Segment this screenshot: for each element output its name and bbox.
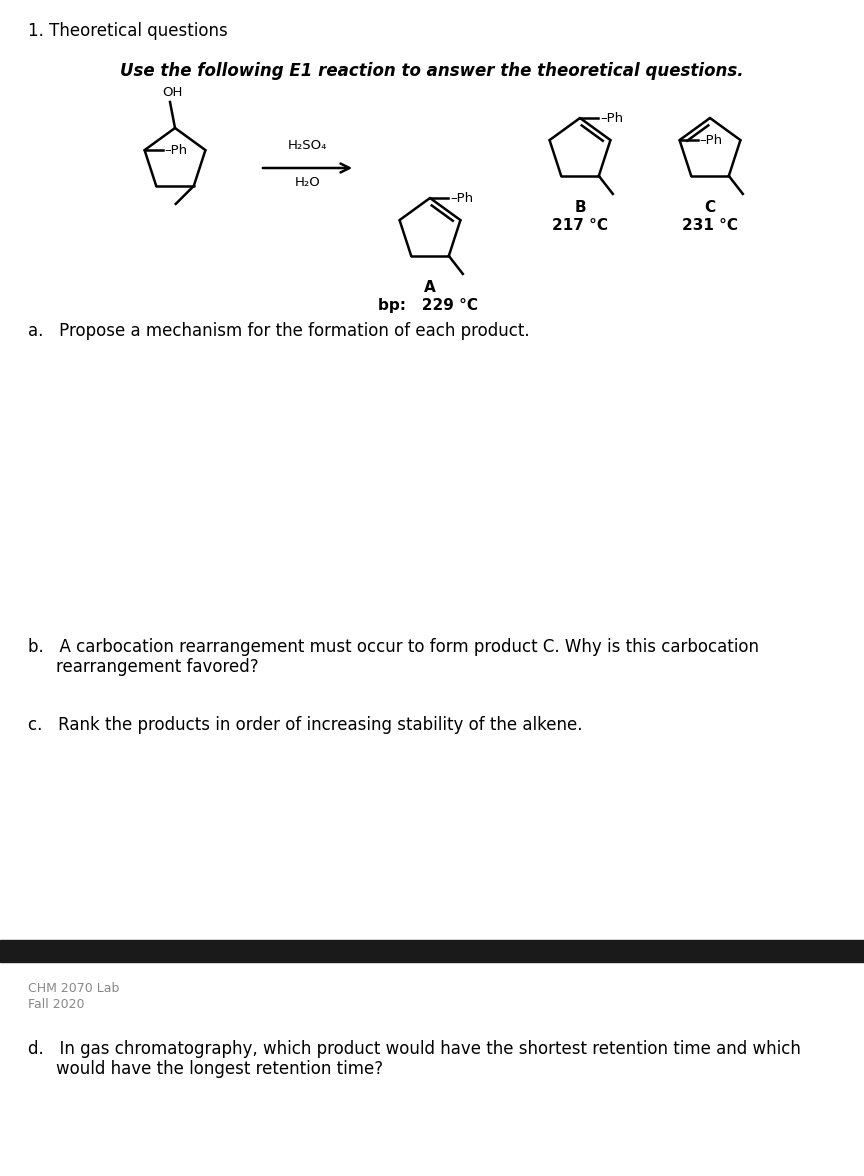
Text: –Ph: –Ph (450, 192, 473, 205)
Text: CHM 2070 Lab: CHM 2070 Lab (28, 982, 119, 995)
Text: Fall 2020: Fall 2020 (28, 998, 85, 1011)
Text: bp:   229 °C: bp: 229 °C (378, 298, 478, 313)
Text: rearrangement favored?: rearrangement favored? (56, 659, 258, 676)
Text: OH: OH (162, 86, 182, 99)
Text: –Ph: –Ph (700, 134, 722, 147)
Text: d.   In gas chromatography, which product would have the shortest retention time: d. In gas chromatography, which product … (28, 1040, 801, 1058)
Text: c.   Rank the products in order of increasing stability of the alkene.: c. Rank the products in order of increas… (28, 716, 582, 734)
Text: a.   Propose a mechanism for the formation of each product.: a. Propose a mechanism for the formation… (28, 322, 530, 340)
Text: H₂SO₄: H₂SO₄ (288, 139, 327, 152)
Text: Use the following E1 reaction to answer the theoretical questions.: Use the following E1 reaction to answer … (120, 62, 744, 80)
Text: –Ph: –Ph (164, 143, 187, 156)
Text: b.   A carbocation rearrangement must occur to form product C. Why is this carbo: b. A carbocation rearrangement must occu… (28, 639, 759, 656)
Text: 1. Theoretical questions: 1. Theoretical questions (28, 22, 228, 40)
Text: –Ph: –Ph (600, 112, 623, 125)
Text: 217 °C: 217 °C (552, 218, 608, 233)
Text: would have the longest retention time?: would have the longest retention time? (56, 1060, 383, 1078)
Text: A: A (424, 280, 435, 295)
Text: C: C (704, 200, 715, 215)
Text: 231 °C: 231 °C (682, 218, 738, 233)
Text: H₂O: H₂O (295, 176, 321, 189)
Text: B: B (575, 200, 586, 215)
Bar (0, 940, 864, 962)
